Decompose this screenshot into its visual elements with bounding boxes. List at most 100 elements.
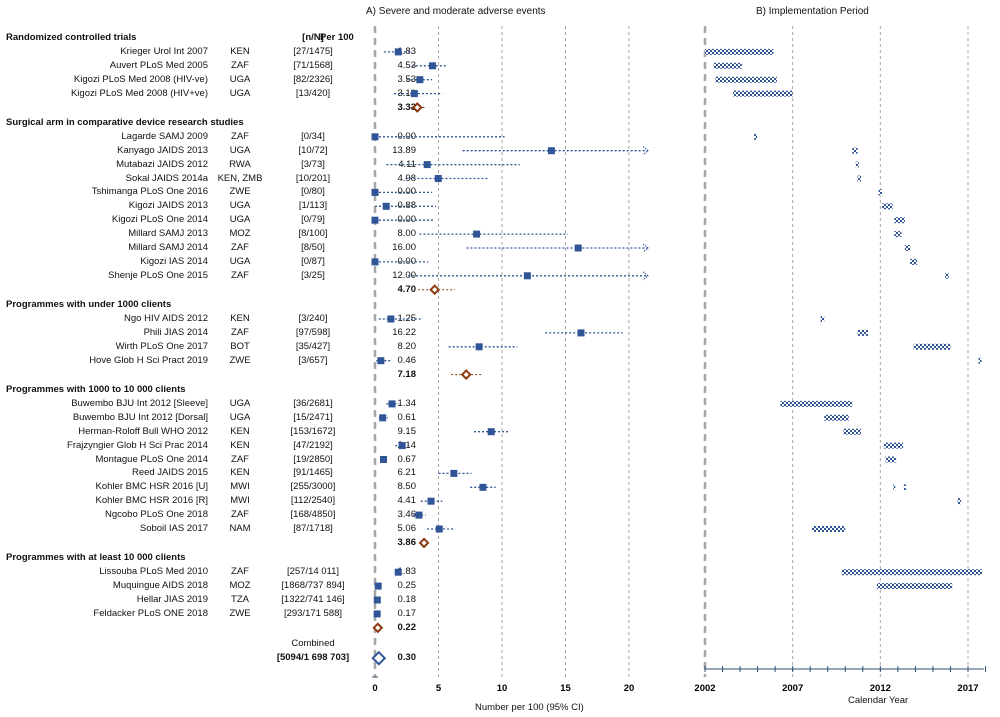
study-events: [0/80] [301, 186, 325, 198]
point-estimate [479, 483, 487, 491]
study-events: [293/171 588] [283, 607, 343, 619]
study-name: Wirth PLoS One 2017 [115, 340, 208, 352]
implementation-period-bar [885, 456, 897, 463]
implementation-period-bar [733, 90, 793, 97]
study-country: ZAF [231, 566, 249, 578]
x-tick-label-b: 2007 [782, 683, 803, 694]
implementation-point [903, 484, 906, 491]
column-header-per100: Per 100 [320, 32, 354, 43]
combined-label: Combined [291, 638, 335, 650]
implementation-period-bar [904, 245, 911, 251]
study-events: [112/2540] [290, 495, 336, 507]
point-estimate [547, 147, 555, 155]
study-name: Reed JAIDS 2015 [131, 467, 208, 479]
study-events: [0/79] [301, 214, 325, 226]
study-events: [36/2681] [293, 397, 333, 409]
subgroup-diamond [418, 537, 430, 549]
panel-b-title: B) Implementation Period [756, 6, 869, 17]
implementation-period-bar [957, 498, 961, 505]
study-events: [1/113] [298, 200, 328, 212]
study-name: Kohler BMC HSR 2016 [R] [95, 495, 208, 507]
ci-arrow [642, 243, 649, 253]
implementation-period-bar [876, 583, 953, 590]
point-estimate [371, 188, 379, 196]
study-name: Kigozi PLoS Med 2008 (HIV-ve) [73, 73, 208, 85]
study-country: KEN [230, 45, 250, 57]
study-country: MWI [230, 495, 250, 507]
study-name: Tshimanga PLoS One 2016 [91, 186, 208, 198]
study-rate: 12.00 [392, 269, 416, 281]
subgroup-pooled-rate: 3.86 [397, 536, 417, 548]
point-estimate [373, 610, 381, 618]
study-country: KEN [230, 425, 250, 437]
study-events: [87/1718] [293, 523, 333, 534]
study-rate: 16.22 [392, 326, 416, 338]
implementation-period-bar [910, 258, 918, 265]
study-name: Krieger Urol Int 2007 [120, 45, 208, 57]
study-country: UGA [229, 144, 251, 156]
study-country: BOT [230, 340, 250, 352]
study-events: [35/427] [295, 340, 331, 352]
implementation-period-bar [882, 203, 893, 210]
panel-a-title: A) Severe and moderate adverse events [366, 6, 546, 17]
study-name: Lagarde SAMJ 2009 [121, 130, 208, 142]
study-country: UGA [229, 87, 251, 99]
study-events: [8/50] [301, 242, 325, 253]
implementation-period-bar [780, 400, 853, 407]
study-rate: 6.21 [397, 467, 417, 479]
study-events: [153/1672] [290, 425, 336, 437]
subgroup-diamond [411, 102, 423, 113]
study-name: Kigozi PLoS Med 2008 (HIV+ve) [70, 87, 208, 99]
subgroup-header: Programmes with under 1000 clients [6, 299, 172, 311]
study-country: TZA [231, 594, 249, 605]
study-events: [0/87] [301, 255, 325, 267]
study-events: [1322/741 146] [281, 594, 345, 605]
point-estimate [429, 62, 437, 70]
study-country: MOZ [229, 580, 251, 592]
point-estimate [382, 202, 390, 210]
implementation-period-bar [841, 569, 983, 576]
subgroup-diamond [372, 622, 384, 634]
implementation-period-bar [894, 217, 905, 224]
ci-arrow [642, 271, 649, 281]
column-header-nN: [n/N] [302, 32, 324, 43]
study-rate: 0.88 [397, 200, 417, 212]
study-name: Buwembo BJU Int 2012 [Dorsal] [72, 411, 208, 423]
study-country: KEN [230, 467, 250, 479]
study-name: Hellar JIAS 2019 [136, 594, 208, 605]
study-rate: 2.14 [397, 439, 417, 451]
study-name: Frajzyngier Glob H Sci Prac 2014 [67, 439, 208, 451]
point-estimate [574, 244, 582, 252]
study-name: Montague PLoS One 2014 [95, 453, 208, 465]
point-estimate [427, 497, 435, 505]
study-country: UGA [229, 200, 251, 212]
study-events: [15/2471] [293, 411, 333, 423]
study-rate: 8.20 [397, 340, 417, 352]
study-name: Buwembo BJU Int 2012 [Sleeve] [71, 397, 208, 409]
study-events: [71/1568] [293, 59, 333, 71]
study-name: Phili JIAS 2014 [143, 326, 208, 338]
study-country: KEN [230, 439, 250, 451]
study-name: Sokal JAIDS 2014a [125, 172, 208, 184]
study-country: MWI [230, 481, 250, 493]
study-events: [1868/737 894] [281, 580, 345, 592]
study-country: UGA [229, 397, 251, 409]
study-country: ZAF [231, 130, 249, 142]
study-country: NAM [229, 523, 251, 534]
study-name: Mutabazi JAIDS 2012 [116, 158, 208, 170]
implementation-period-bar [913, 343, 951, 350]
study-rate: 3.46 [397, 509, 417, 521]
study-events: [0/34] [301, 130, 325, 142]
study-events: [10/201] [295, 172, 331, 184]
subgroup-header: Randomized controlled trials [6, 32, 137, 43]
point-estimate [394, 568, 402, 576]
implementation-period-bar [894, 231, 902, 238]
study-rate: 5.06 [397, 523, 417, 534]
study-rate: 1.34 [397, 397, 417, 409]
x-axis-title-a: Number per 100 (95% CI) [475, 702, 584, 713]
combined-rate: 0.30 [397, 652, 417, 664]
x-tick-label-b: 2017 [957, 683, 978, 694]
implementation-period-bar [811, 526, 846, 532]
study-events: [3/25] [301, 269, 325, 281]
study-country: RWA [229, 158, 251, 170]
